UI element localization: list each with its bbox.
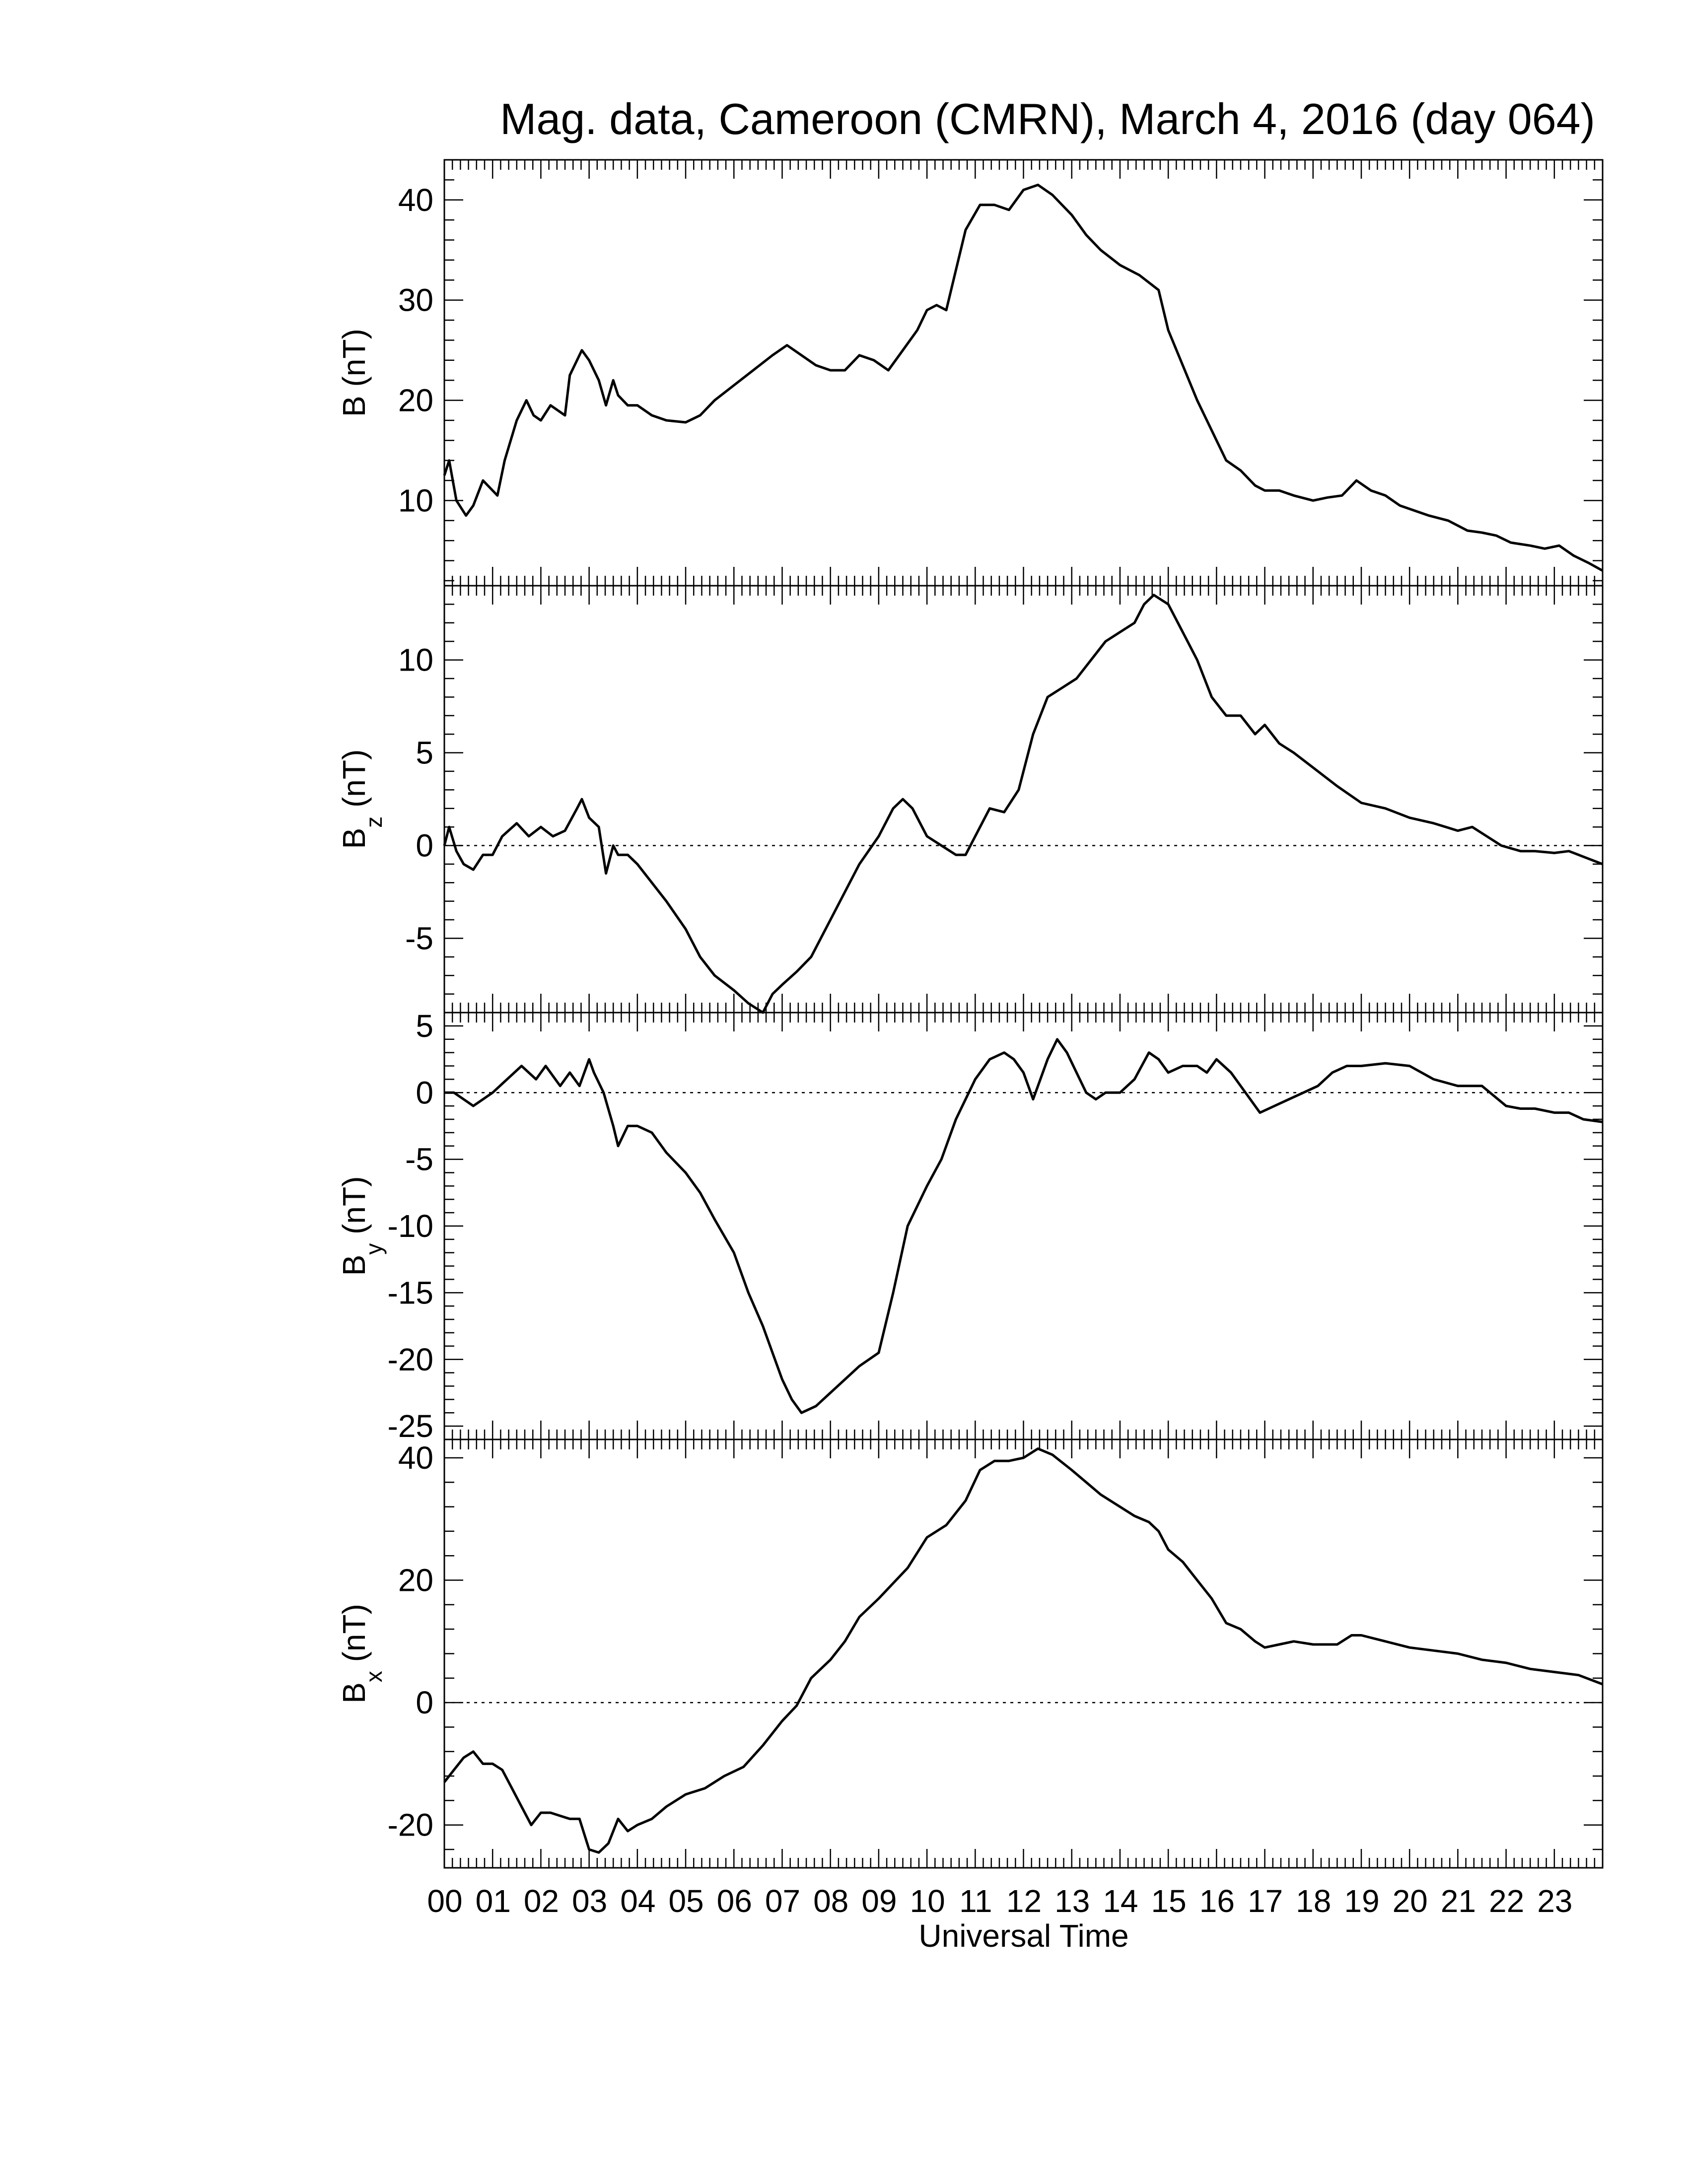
x-tick-label: 10 <box>910 1883 945 1919</box>
y-tick-label: 20 <box>398 383 433 418</box>
y-axis-label: Bz (nT) <box>336 750 387 849</box>
y-tick-label: 0 <box>416 827 433 863</box>
y-tick-label: 40 <box>398 1440 433 1476</box>
panel-z: -5 0 5 10 Bz (nT) <box>336 585 1604 1014</box>
y-tick-label: 10 <box>398 482 433 518</box>
x-tick-label: 01 <box>476 1883 511 1919</box>
y-tick-label: 5 <box>416 1008 433 1044</box>
y-tick-label: 5 <box>416 735 433 771</box>
x-tick-label: 22 <box>1489 1883 1524 1919</box>
y-axis-label-main: B <box>336 828 372 849</box>
x-tick-label: 16 <box>1199 1883 1235 1919</box>
x-tick-label: 02 <box>524 1883 559 1919</box>
panel-y: -25 -20 -15 -10 -5 0 5 By (nT) <box>336 1008 1604 1444</box>
y-axis-label: B (nT) <box>336 329 372 417</box>
y-axis-label-unit: (nT) <box>336 750 372 817</box>
x-tick-label: 08 <box>813 1883 848 1919</box>
panel-frame <box>443 1438 1604 1869</box>
y-axis-label-unit: (nT) <box>336 329 372 396</box>
x-tick-label: 21 <box>1441 1883 1476 1919</box>
x-tick-label: 12 <box>1006 1883 1042 1919</box>
series-line-y <box>444 1038 1603 1414</box>
y-tick-label: 0 <box>416 1075 433 1110</box>
series-line-x <box>443 1447 1603 1854</box>
x-tick-label: 14 <box>1103 1883 1138 1919</box>
chart-title: Mag. data, Cameroon (CMRN), March 4, 201… <box>500 94 1595 143</box>
x-tick-label: 03 <box>572 1883 607 1919</box>
y-tick-label: 40 <box>398 182 433 218</box>
y-tick-label: -10 <box>388 1208 434 1244</box>
y-axis-label-subscript: y <box>361 1243 387 1255</box>
y-tick-label: -5 <box>405 1142 433 1177</box>
y-axis-label-main: B <box>336 396 372 417</box>
x-tick-label: 04 <box>620 1883 655 1919</box>
y-axis-label-main: B <box>336 1255 372 1276</box>
y-tick-label: 0 <box>416 1685 433 1720</box>
x-tick-label: 06 <box>717 1883 752 1919</box>
y-axis-label-unit: (nT) <box>336 1604 372 1671</box>
x-tick-label: 15 <box>1151 1883 1187 1919</box>
panel-frame <box>443 159 1604 587</box>
x-tick-label: 18 <box>1296 1883 1331 1919</box>
y-axis-label-subscript: z <box>361 817 387 828</box>
y-tick-label: -5 <box>405 920 433 956</box>
x-tick-label: 11 <box>959 1883 992 1919</box>
x-tick-label: 23 <box>1537 1883 1572 1919</box>
y-axis-label-main: B <box>336 1682 372 1704</box>
x-tick-label: 00 <box>427 1883 462 1919</box>
x-tick-label: 13 <box>1055 1883 1090 1919</box>
y-tick-label: -15 <box>388 1275 434 1310</box>
x-tick-label: 09 <box>861 1883 897 1919</box>
y-tick-label: -20 <box>388 1807 434 1843</box>
y-axis-label: By (nT) <box>336 1176 387 1276</box>
y-tick-label: 10 <box>398 642 433 678</box>
x-axis-label: Universal Time <box>918 1918 1128 1954</box>
y-tick-label: -20 <box>388 1342 434 1377</box>
y-tick-label: 30 <box>398 282 433 318</box>
y-axis-label-unit: (nT) <box>336 1176 372 1243</box>
x-tick-label: 07 <box>765 1883 800 1919</box>
x-tick-label: 19 <box>1344 1883 1379 1919</box>
series-line-z <box>443 594 1603 1014</box>
panel-total: 10 20 30 40 B (nT) <box>336 159 1604 587</box>
x-tick-label: 17 <box>1248 1883 1283 1919</box>
y-axis-label: Bx (nT) <box>336 1604 387 1704</box>
x-tick-label: 05 <box>668 1883 703 1919</box>
series-line-total <box>443 184 1604 572</box>
y-tick-label: -25 <box>388 1408 434 1444</box>
panel-frame <box>443 585 1604 1014</box>
panel-x: -20 0 20 40 Bx (nT) <box>336 1438 1604 1869</box>
y-axis-label-subscript: x <box>361 1671 387 1682</box>
x-tick-label: 20 <box>1393 1883 1428 1919</box>
y-tick-label: 20 <box>398 1563 433 1598</box>
